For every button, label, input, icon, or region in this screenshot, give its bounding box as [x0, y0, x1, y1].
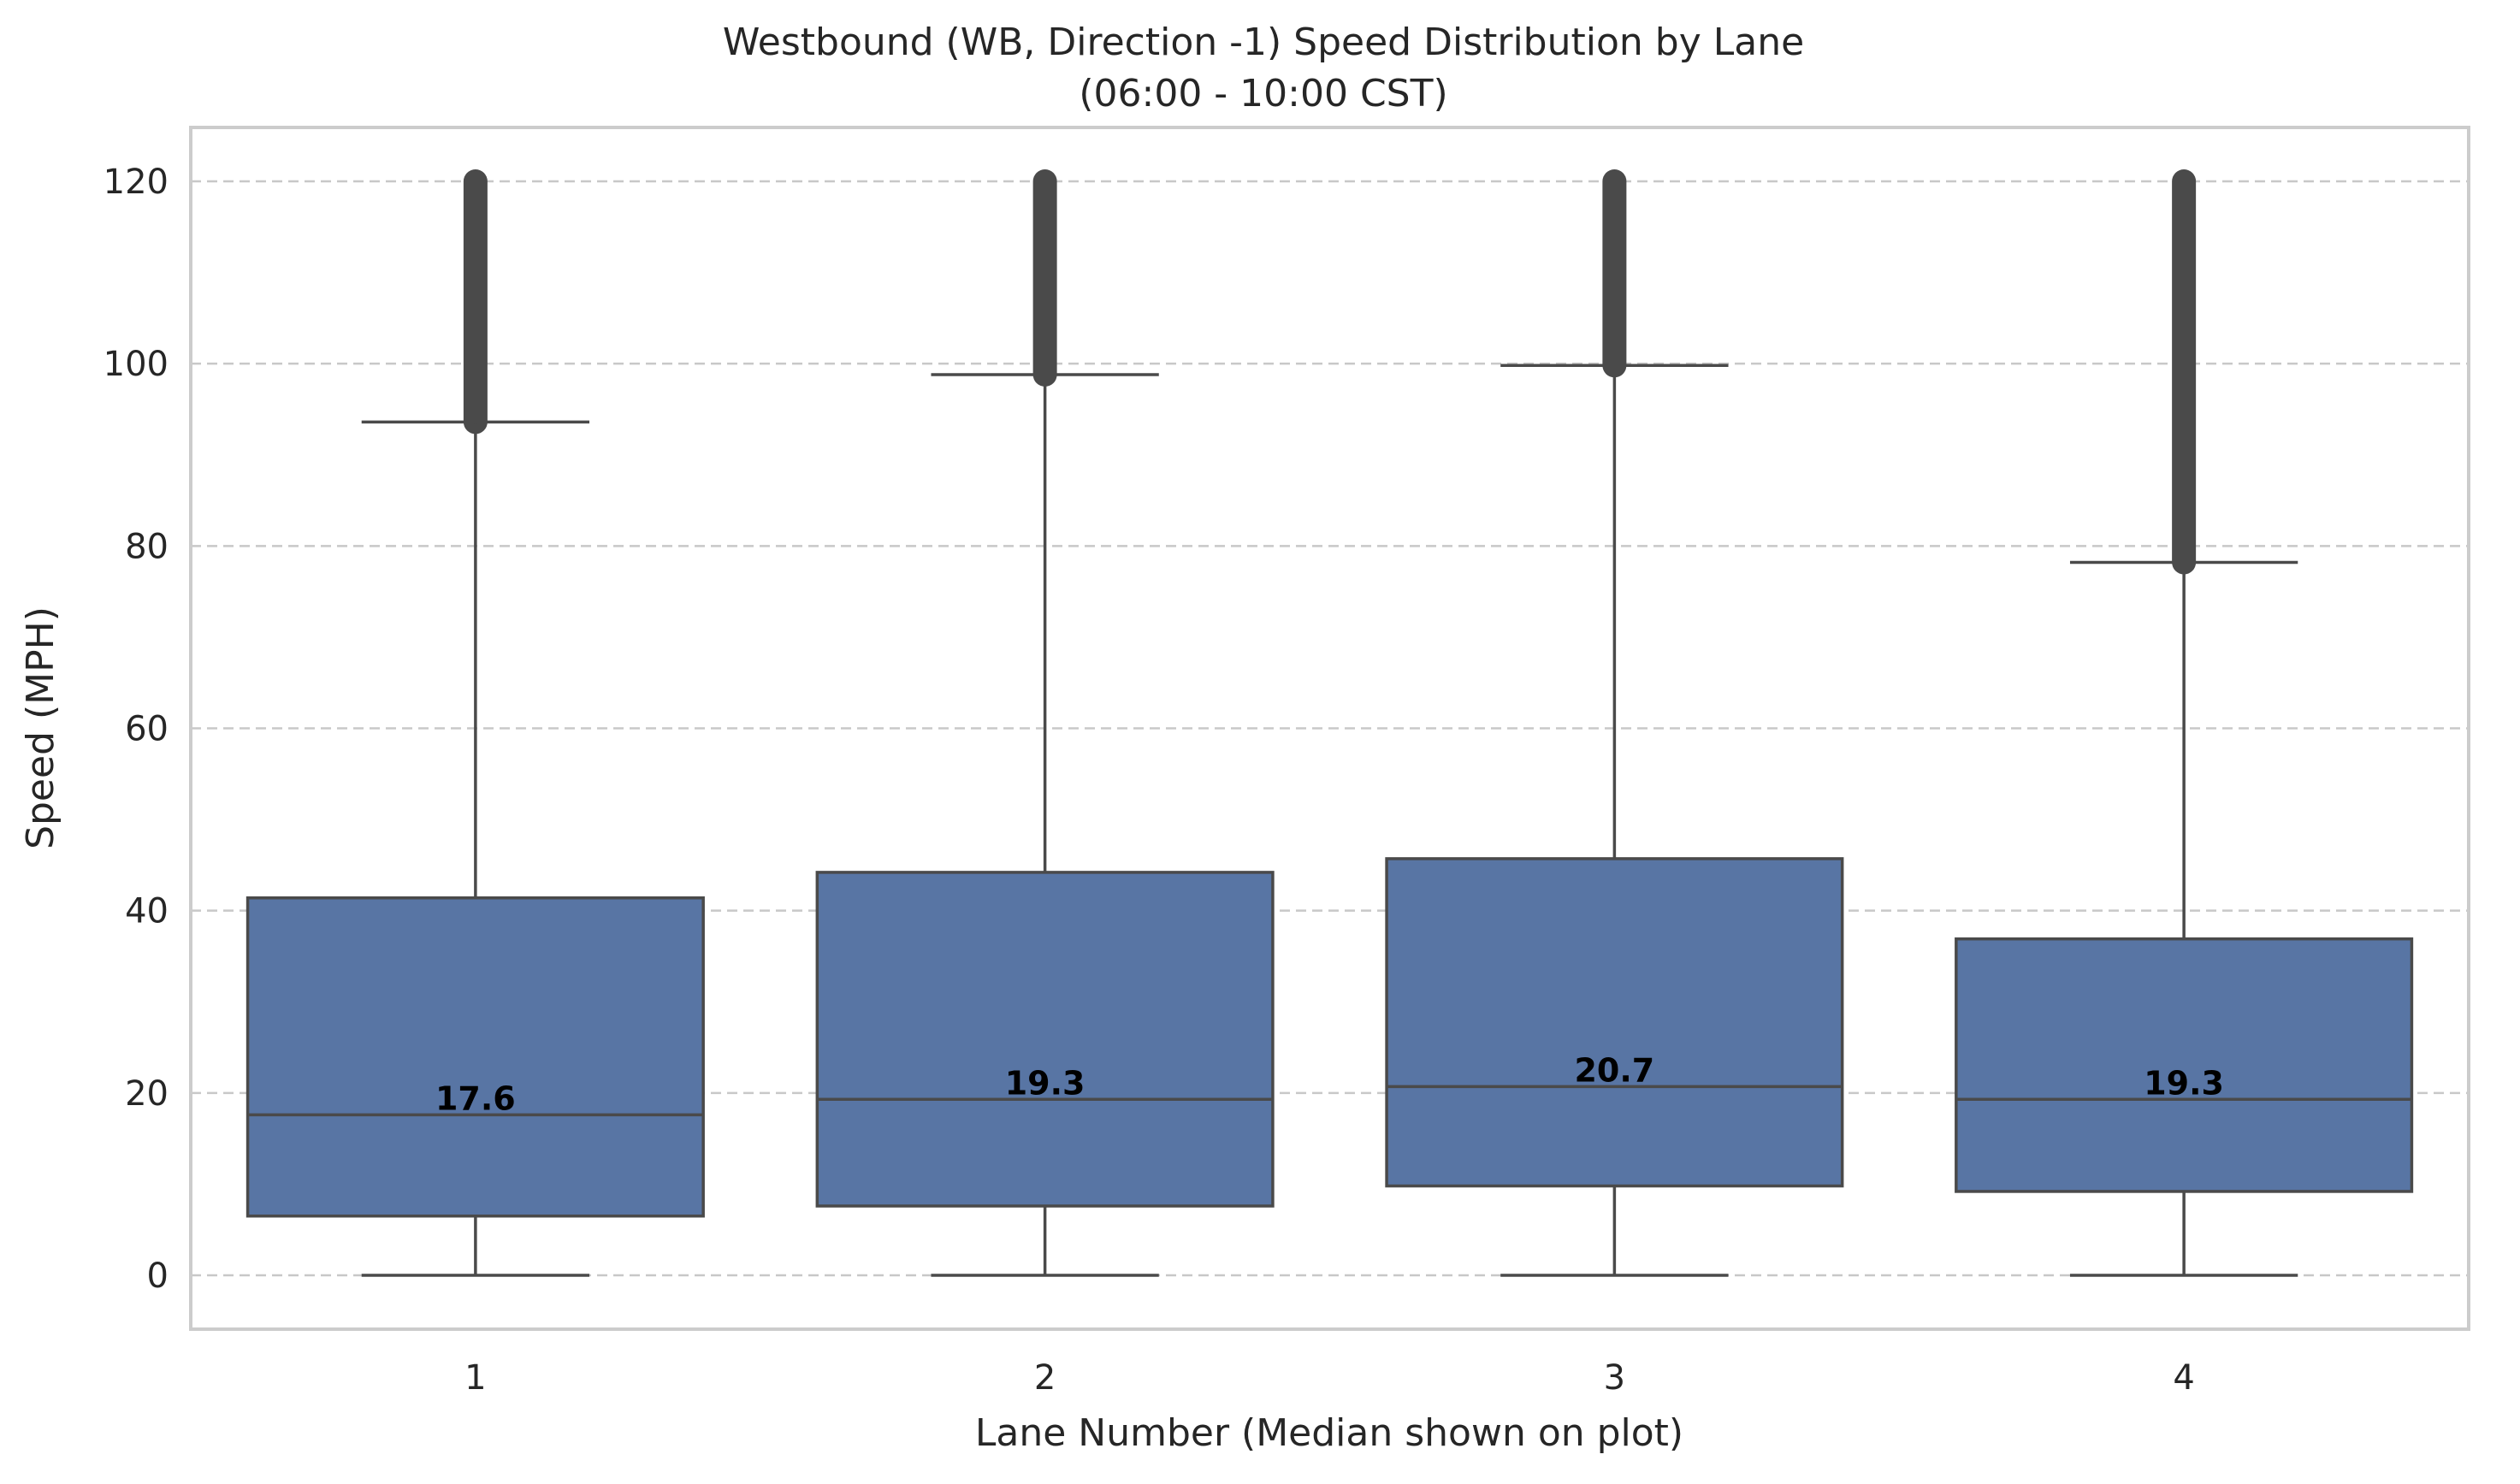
x-axis-label: Lane Number (Median shown on plot) [975, 1411, 1683, 1455]
x-tick-label: 4 [2173, 1358, 2194, 1398]
box-lane-4 [1955, 169, 2414, 1277]
median-labels: 17.6 19.3 20.7 19.3 [435, 1051, 2224, 1117]
median-value-label: 17.6 [435, 1079, 516, 1117]
chart-title: Westbound (WB, Direction -1) Speed Distr… [723, 21, 1804, 64]
iqr-box [1955, 937, 2414, 1193]
iqr-box [1385, 857, 1844, 1188]
x-tick-label: 2 [1034, 1358, 1056, 1398]
x-tick-label: 1 [464, 1358, 486, 1398]
y-tick-label: 20 [125, 1074, 169, 1114]
x-tick-label: 3 [1604, 1358, 1625, 1398]
iqr-box [245, 896, 705, 1218]
y-axis-ticks: 0 20 40 60 80 100 120 [104, 163, 169, 1296]
box-lane-1 [245, 169, 705, 1277]
chart-subtitle: (06:00 - 10:00 CST) [1079, 72, 1447, 115]
y-tick-label: 120 [104, 163, 169, 202]
iqr-box [815, 871, 1275, 1208]
y-axis-label: Speed (MPH) [19, 606, 62, 849]
y-tick-label: 80 [125, 527, 169, 566]
y-tick-label: 0 [147, 1256, 169, 1296]
y-tick-label: 60 [125, 710, 169, 749]
box-lane-3 [1385, 169, 1844, 1277]
plot-frame [189, 126, 2470, 1331]
y-tick-label: 100 [104, 345, 169, 384]
box-lane-2 [815, 169, 1275, 1277]
median-value-label: 19.3 [2144, 1064, 2224, 1102]
median-value-label: 19.3 [1005, 1064, 1085, 1102]
box-layer [245, 169, 2414, 1277]
y-tick-label: 40 [125, 892, 169, 931]
x-axis-ticks: 1 2 3 4 [464, 1358, 2195, 1398]
median-value-label: 20.7 [1574, 1051, 1654, 1089]
